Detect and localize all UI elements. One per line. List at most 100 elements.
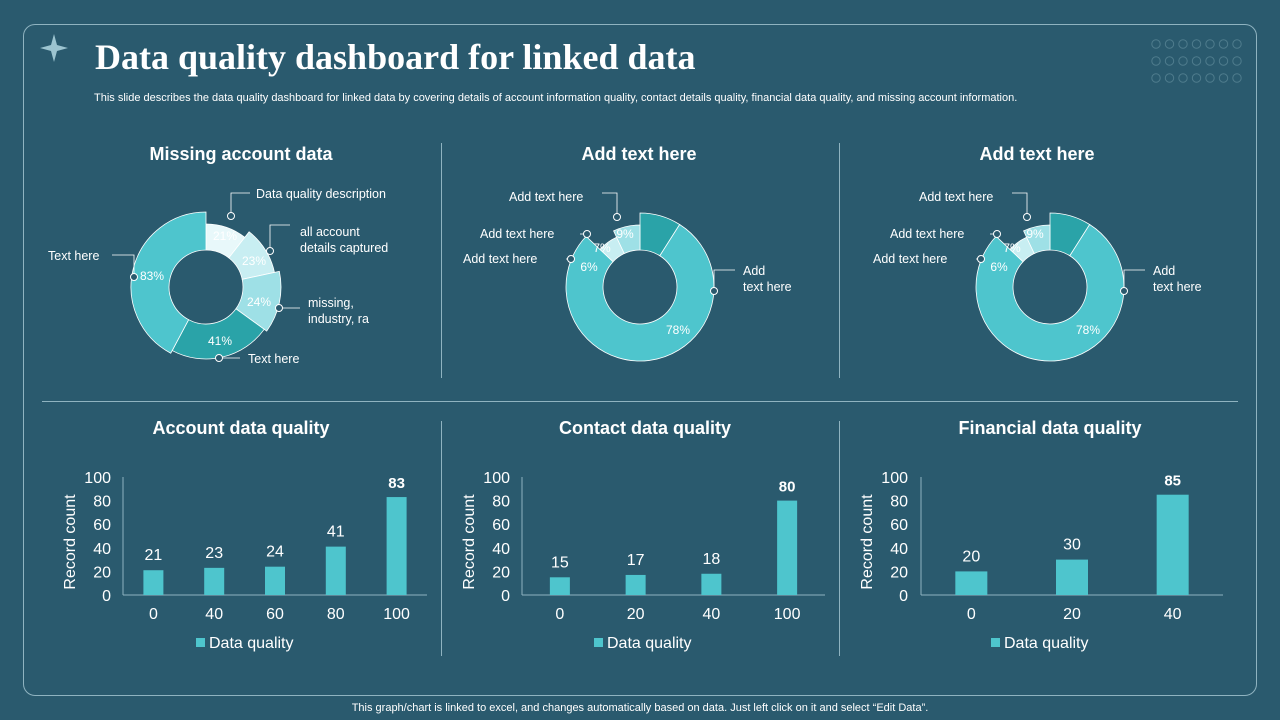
- bar-value-label: 21: [145, 547, 163, 564]
- donut-slice: [613, 224, 641, 255]
- pattern-dot: [1164, 73, 1175, 83]
- y-tick-label: 100: [881, 470, 908, 487]
- legend-swatch: [594, 638, 603, 647]
- callout-text: Add text here: [919, 190, 993, 204]
- pattern-dot: [1164, 39, 1175, 49]
- bar-3-title: Financial data quality: [958, 418, 1142, 438]
- bar-value-label: 24: [266, 544, 284, 561]
- callout-marker: [266, 247, 274, 255]
- y-tick-label: 80: [492, 494, 510, 511]
- callout-line: [269, 224, 290, 251]
- callout-text: industry, ra: [308, 312, 369, 326]
- pattern-dot: [1191, 73, 1202, 83]
- dot-grid-pattern: [1151, 39, 1242, 83]
- x-tick-label: 80: [327, 606, 345, 623]
- slice-label: 78%: [1076, 323, 1100, 337]
- callout-text: Add: [743, 264, 765, 278]
- pattern-dot: [1191, 39, 1202, 49]
- callout-line: [602, 192, 618, 217]
- donut-slice: [235, 270, 282, 332]
- divider-vertical: [839, 421, 840, 656]
- donut-slice: [1023, 224, 1051, 255]
- callout-line: [1123, 269, 1145, 291]
- y-tick-label: 20: [93, 564, 111, 581]
- x-tick-label: 60: [266, 606, 284, 623]
- pattern-dot: [1232, 39, 1242, 49]
- pattern-dot: [1232, 73, 1242, 83]
- slice-label: 83%: [140, 269, 164, 283]
- x-tick-label: 0: [967, 606, 976, 623]
- bar: [955, 571, 988, 595]
- callout-text: Add: [1153, 264, 1175, 278]
- bar-value-label: 23: [205, 545, 223, 562]
- y-tick-label: 20: [492, 564, 510, 581]
- callout-text: Data quality description: [256, 187, 386, 201]
- slice-label: 23%: [242, 254, 266, 268]
- pattern-dot: [1164, 56, 1175, 66]
- callout-marker: [1120, 287, 1128, 295]
- callout-text: Add text here: [873, 252, 947, 266]
- divider-vertical: [441, 143, 442, 378]
- donut-3-title: Add text here: [979, 144, 1095, 164]
- callout-marker: [710, 287, 718, 295]
- divider-horizontal: [42, 401, 1238, 402]
- bar-value-label: 20: [962, 548, 980, 565]
- bar: [204, 567, 225, 595]
- bar: [549, 577, 570, 595]
- callout-line: [713, 269, 735, 291]
- legend-swatch: [991, 638, 1000, 647]
- y-tick-label: 60: [93, 517, 111, 534]
- callout-marker: [1023, 213, 1031, 221]
- donut-2-title: Add text here: [581, 144, 697, 164]
- donut-slice: [130, 211, 207, 354]
- slice-label: 9%: [616, 227, 634, 241]
- pattern-dot: [1178, 39, 1188, 49]
- donut-slice: [565, 223, 715, 362]
- pattern-dot: [1151, 39, 1161, 49]
- y-axis-title: Record count: [461, 494, 478, 590]
- callout-text: text here: [743, 280, 792, 294]
- bar-value-label: 80: [779, 479, 796, 496]
- pattern-dot: [1218, 73, 1229, 83]
- pattern-dot: [1191, 56, 1202, 66]
- slice-label: 78%: [666, 323, 690, 337]
- callout-text: Add text here: [509, 190, 583, 204]
- x-tick-label: 100: [774, 606, 801, 623]
- bar: [777, 500, 798, 595]
- callout-text: Add text here: [890, 227, 964, 241]
- x-tick-label: 0: [555, 606, 564, 623]
- slice-label: 9%: [1026, 227, 1044, 241]
- callout-marker: [215, 354, 223, 362]
- donut-slice: [975, 223, 1125, 362]
- bar-value-label: 83: [388, 475, 405, 492]
- bar-1-title: Account data quality: [152, 418, 330, 438]
- y-axis-title: Record count: [859, 494, 876, 590]
- legend-label: Data quality: [209, 635, 294, 652]
- bar: [325, 546, 346, 595]
- slide-frame: [23, 24, 1257, 696]
- bar-value-label: 41: [327, 524, 345, 541]
- callout-text: text here: [1153, 280, 1202, 294]
- x-tick-label: 40: [702, 606, 720, 623]
- callout-text: Add text here: [463, 252, 537, 266]
- slice-label: 41%: [208, 334, 232, 348]
- y-tick-label: 20: [890, 564, 908, 581]
- footer-note: This graph/chart is linked to excel, and…: [351, 702, 929, 714]
- y-tick-label: 40: [890, 541, 908, 558]
- callout-marker: [977, 255, 985, 263]
- y-tick-label: 80: [890, 494, 908, 511]
- callout-text: all account: [300, 225, 360, 239]
- y-axis-title: Record count: [62, 494, 79, 590]
- donut-1-title: Missing account data: [149, 144, 333, 164]
- x-tick-label: 100: [383, 606, 410, 623]
- callout-line: [1012, 192, 1028, 217]
- callout-text: Text here: [48, 249, 99, 263]
- callout-marker: [993, 230, 1001, 238]
- pattern-dot: [1205, 73, 1215, 83]
- callout-text: details captured: [300, 241, 388, 255]
- four-point-star-icon: [40, 34, 68, 62]
- bar: [265, 566, 285, 595]
- x-tick-label: 20: [627, 606, 645, 623]
- divider-vertical: [839, 143, 840, 378]
